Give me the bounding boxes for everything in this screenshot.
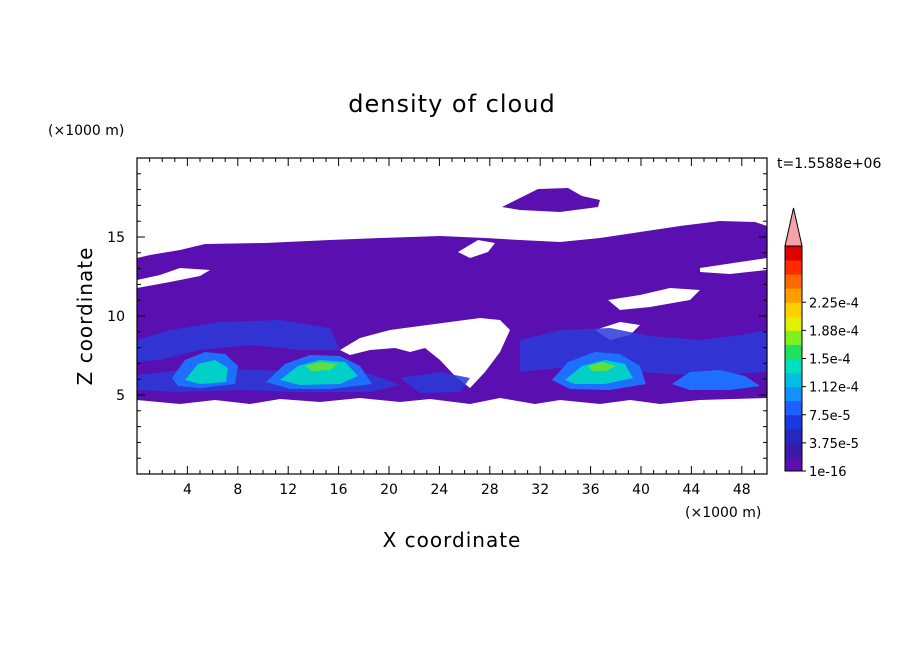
y-tick-label: 5	[116, 388, 125, 404]
x-tick-label: 36	[582, 482, 600, 498]
time-label: t=1.5588e+06	[777, 156, 881, 172]
colorbar-label: 2.25e-4	[809, 296, 859, 311]
colorbar: 1e-16 3.75e-5 7.5e-5 1.12e-4 1.5e-4 1.88e-4 2.…	[784, 207, 859, 480]
colorbar-extend-arrow	[784, 207, 803, 247]
x-tick-label: 48	[733, 482, 751, 498]
field-band-upper-patch	[502, 188, 600, 212]
colorbar-swatch	[785, 386, 802, 402]
chart-title: density of cloud	[348, 90, 555, 118]
colorbar-swatch	[785, 442, 802, 458]
field-layer	[137, 188, 767, 404]
x-tick-label: 12	[279, 482, 297, 498]
y-tick-label: 15	[107, 230, 125, 246]
colorbar-swatch	[785, 372, 802, 388]
x-tick-label: 32	[531, 482, 549, 498]
x-tick-label: 20	[380, 482, 398, 498]
x-tick-label: 24	[430, 482, 448, 498]
colorbar-swatch	[785, 260, 802, 275]
colorbar-swatch	[785, 428, 802, 444]
x-unit-label: (×1000 m)	[685, 505, 761, 521]
colorbar-swatch	[785, 246, 802, 261]
colorbar-label: 1.12e-4	[809, 381, 859, 396]
x-tick-label: 28	[481, 482, 499, 498]
colorbar-swatch	[785, 288, 802, 303]
colorbar-label: 3.75e-5	[809, 437, 859, 452]
colorbar-swatch	[785, 274, 802, 289]
colorbar-label: 7.5e-5	[809, 409, 851, 424]
x-tick-label: 8	[233, 482, 242, 498]
clear-gaps	[137, 240, 767, 388]
colorbar-swatch	[785, 330, 802, 345]
colorbar-label: 1.5e-4	[809, 353, 851, 368]
colorbar-swatch	[785, 400, 802, 416]
colorbar-swatch	[785, 414, 802, 430]
x-axis-title: X coordinate	[383, 528, 522, 552]
y-axis-title: Z coordinate	[73, 247, 97, 386]
x-axis-ticks: 4 8 12 16 20 24 28 32 36 40 44 48	[149, 158, 755, 498]
colorbar-label: 1.88e-4	[809, 324, 859, 339]
colorbar-swatch	[785, 302, 802, 317]
x-tick-label: 40	[632, 482, 650, 498]
colorbar-swatch	[785, 344, 802, 359]
colorbar-swatch	[785, 456, 802, 472]
colorbar-label: 1e-16	[809, 465, 847, 480]
y-axis-ticks: 5 10 15	[107, 173, 767, 459]
x-tick-label: 4	[183, 482, 192, 498]
colorbar-swatch	[785, 316, 802, 331]
colorbar-swatch	[785, 358, 802, 374]
y-unit-label: (×1000 m)	[48, 123, 124, 139]
x-tick-label: 44	[682, 482, 700, 498]
field-band-peak	[305, 362, 616, 371]
x-tick-label: 16	[330, 482, 348, 498]
y-tick-label: 10	[107, 309, 125, 325]
